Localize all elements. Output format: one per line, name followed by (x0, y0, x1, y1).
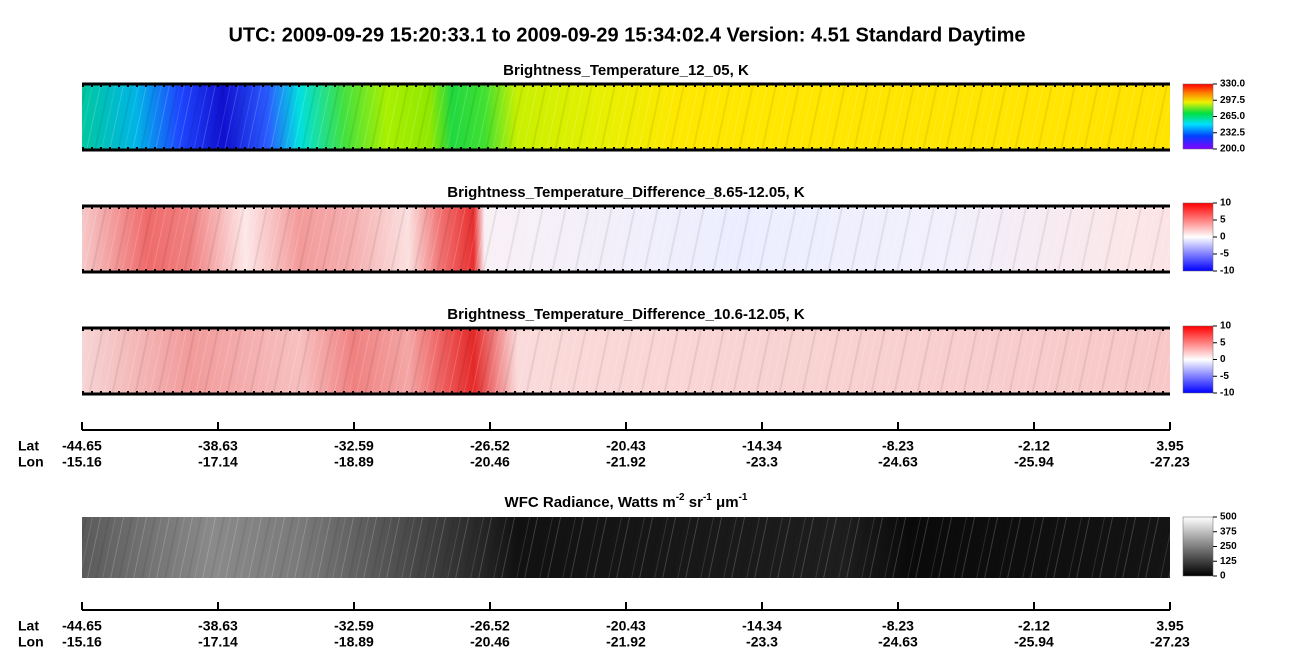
colorbar-tick-label: 232.5 (1220, 127, 1245, 138)
colorbar (1182, 516, 1214, 577)
lat-tick-label: -20.43 (606, 438, 646, 454)
lon-tick-label: -18.89 (334, 634, 374, 650)
lat-tick-label: -20.43 (606, 618, 646, 634)
panel-title: WFC Radiance, Watts m-2 sr-1 μm-1 (505, 492, 748, 511)
strip-texture (82, 206, 1170, 272)
colorbar-tick-label: -10 (1220, 266, 1235, 277)
lon-label: Lon (18, 454, 44, 470)
lat-tick-label: -26.52 (470, 438, 510, 454)
lat-tick-label: 3.95 (1156, 438, 1183, 454)
title-part: WFC Radiance, Watts m (505, 494, 676, 511)
colorbar-tick-label: 125 (1220, 556, 1237, 567)
lon-tick-label: -25.94 (1014, 634, 1054, 650)
lat-tick-label: -44.65 (62, 618, 102, 634)
lon-tick-label: -23.3 (746, 634, 778, 650)
lon-tick-label: -21.92 (606, 454, 646, 470)
colorbar-tick-label: 5 (1220, 337, 1226, 348)
title-part: sr (685, 494, 704, 511)
colorbar-tick-label: 330.0 (1220, 79, 1245, 90)
colorbar-tick-label: -5 (1220, 249, 1229, 260)
lat-tick-label: -8.23 (882, 618, 914, 634)
lat-tick-label: -44.65 (62, 438, 102, 454)
colorbar-tick-label: 250 (1220, 541, 1237, 552)
colorbar-tick-label: 0 (1220, 354, 1226, 365)
colorbar-tick-label: 265.0 (1220, 111, 1245, 122)
figure-title: UTC: 2009-09-29 15:20:33.1 to 2009-09-29… (228, 24, 1025, 46)
lon-tick-label: -17.14 (198, 634, 238, 650)
colorbar-tick-label: -10 (1220, 388, 1235, 399)
lon-tick-label: -15.16 (62, 634, 102, 650)
colorbar-tick-label: 500 (1220, 512, 1237, 523)
lat-tick-label: -2.12 (1018, 438, 1050, 454)
lat-tick-label: -14.34 (742, 438, 782, 454)
panel-title: Brightness_Temperature_12_05, K (503, 62, 749, 79)
colorbar (1182, 202, 1214, 272)
lon-tick-label: -15.16 (62, 454, 102, 470)
lon-tick-label: -23.3 (746, 454, 778, 470)
colorbar-tick-label: 297.5 (1220, 95, 1245, 106)
colorbar-tick-label: 10 (1220, 198, 1232, 209)
lat-label: Lat (18, 438, 39, 454)
title-part: -1 (703, 492, 712, 503)
colorbar-tick-label: 200.0 (1220, 144, 1245, 155)
lon-tick-label: -17.14 (198, 454, 238, 470)
lat-tick-label: -14.34 (742, 618, 782, 634)
lon-tick-label: -20.46 (470, 454, 510, 470)
lat-label: Lat (18, 618, 39, 634)
strip-texture (82, 517, 1170, 578)
lat-tick-label: -38.63 (198, 618, 238, 634)
lat-tick-label: -2.12 (1018, 618, 1050, 634)
lat-tick-label: -32.59 (334, 618, 374, 634)
lon-label: Lon (18, 634, 44, 650)
lon-tick-label: -20.46 (470, 634, 510, 650)
colorbar-tick-label: 5 (1220, 215, 1226, 226)
lon-tick-label: -27.23 (1150, 634, 1190, 650)
panel-title: Brightness_Temperature_Difference_10.6-1… (447, 306, 805, 323)
colorbar-tick-label: 375 (1220, 526, 1237, 537)
lat-tick-label: -26.52 (470, 618, 510, 634)
title-part: -1 (739, 492, 748, 503)
lat-tick-label: -8.23 (882, 438, 914, 454)
strip-texture (82, 84, 1170, 150)
lon-tick-label: -24.63 (878, 634, 918, 650)
colorbar-tick-label: -5 (1220, 371, 1229, 382)
lon-tick-label: -25.94 (1014, 454, 1054, 470)
colorbar (1182, 83, 1214, 150)
panel-title: Brightness_Temperature_Difference_8.65-1… (447, 184, 805, 201)
lon-tick-label: -24.63 (878, 454, 918, 470)
lon-tick-label: -18.89 (334, 454, 374, 470)
colorbar-tick-label: 10 (1220, 321, 1232, 332)
strip-texture (82, 328, 1170, 394)
colorbar (1182, 325, 1214, 394)
colorbar-tick-label: 0 (1220, 232, 1226, 243)
title-part: μm (712, 494, 739, 511)
lon-tick-label: -27.23 (1150, 454, 1190, 470)
title-part: -2 (676, 492, 685, 503)
lon-tick-label: -21.92 (606, 634, 646, 650)
colorbar-tick-label: 0 (1220, 571, 1226, 582)
lat-tick-label: -38.63 (198, 438, 238, 454)
lat-tick-label: 3.95 (1156, 618, 1183, 634)
lat-tick-label: -32.59 (334, 438, 374, 454)
